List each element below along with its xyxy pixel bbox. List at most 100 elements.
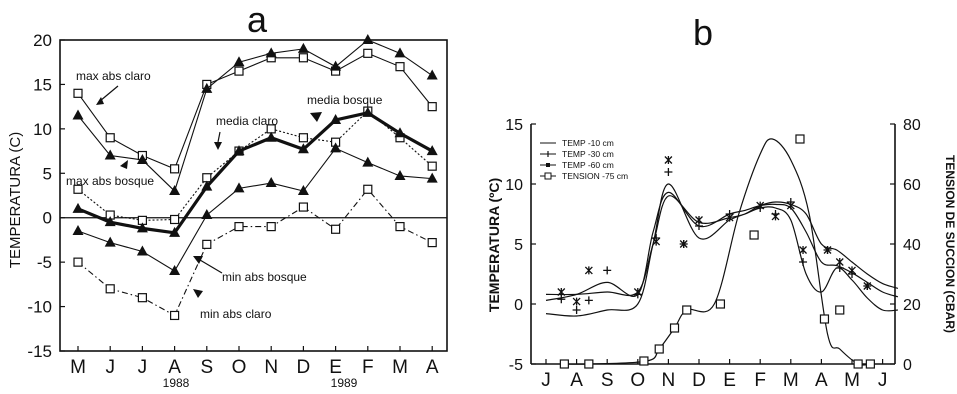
data-point-tension-75-cm [853,359,863,369]
chart-b-y2-tick-label: 60 [903,177,921,194]
arrow-media-claro [217,131,221,143]
chart-b-y-tick-label: 15 [505,117,523,134]
data-point-media-bosque [169,226,181,237]
arrow-head-media-claro [214,142,222,150]
data-point-min-abs-claro [363,184,373,194]
chart-b-x-tick-label: A [570,370,583,391]
chart-b-y2-tick-label: 0 [903,357,912,374]
chart-b-y2-tick-label: 80 [903,117,921,134]
data-point-media-claro [298,133,308,143]
chart-b-x-tick-label: A [815,370,828,391]
data-point-temp-60-cm [771,212,780,221]
chart-a-y-tick-label: -15 [27,342,52,361]
data-point-min-abs-claro [73,257,83,267]
data-point-min-abs-bosque [169,265,181,276]
chart-a-ticks [60,39,433,352]
chart-a-panel-label: a [247,0,268,40]
data-point-media-bosque [136,222,148,233]
data-point-min-abs-claro [105,284,115,294]
data-point-temp-30-cm [557,295,566,304]
chart-b-y-tick-label: 5 [514,237,523,254]
chart-a-x-tick-label: J [138,357,148,378]
annotation-max-abs-claro: max abs claro [76,69,151,83]
data-point-min-abs-bosque [201,209,213,220]
data-point-media-bosque [426,145,438,156]
chart-a-y-tick-labels: 20 15 10 5 0 -5 -10 -15 [27,31,52,361]
legend-marker-tension-75-cm [544,172,552,180]
chart-b-y2-tick-label: 40 [903,237,921,254]
data-point-max-abs-claro [298,53,308,63]
arrow-head-max-abs-claro [96,97,104,105]
data-point-media-bosque [297,143,309,154]
data-point-max-abs-bosque [394,47,406,58]
chart-b-y-axis-label: TEMPERATURA (ºC) [486,178,502,312]
series-line-tension-75-cm [564,138,871,366]
chart-a-y-tick-label: 15 [33,75,52,94]
chart-b-x-tick-label: S [601,370,614,391]
data-point-temp-60-cm [679,240,688,248]
data-point-temp-60-cm [695,216,703,224]
chart-b-y2-axis-label: TENSION DE SUCCION (CBAR) [943,155,957,333]
data-point-tension-75-cm [559,359,569,369]
chart-b-x-tick-label: D [692,370,706,391]
chart-b-series [545,134,899,369]
data-point-temp-60-cm [835,258,844,266]
chart-a-x-tick-label: D [297,357,311,378]
data-point-max-abs-bosque [72,109,84,120]
data-point-temp-60-cm [652,237,661,246]
legend-label-temp-60-cm: TEMP -60 cm [562,160,614,170]
arrow-head-max-abs-bosque [120,160,128,169]
data-point-temp-60-cm [786,201,795,210]
chart-b-panel-label: b [693,12,713,53]
data-point-media-claro [73,184,83,194]
chart-a-y-axis-label: TEMPERATURA (C) [7,132,24,268]
data-point-min-abs-bosque [104,236,116,247]
chart-a-x-tick-label: M [392,357,408,378]
data-point-min-abs-claro [137,293,147,303]
data-point-tension-75-cm [749,230,759,240]
data-point-min-abs-bosque [297,185,309,196]
data-point-max-abs-bosque [233,56,245,67]
data-point-min-abs-claro [202,239,212,249]
chart-a-y-tick-label: -5 [37,253,52,272]
chart-b-x-tick-label: M [783,370,799,391]
data-point-min-abs-claro [266,222,276,232]
annotation-max-abs-bosque: max abs bosque [66,174,154,188]
data-point-min-abs-bosque [362,156,374,167]
data-point-temp-60-cm [633,288,642,296]
data-point-tension-75-cm [819,314,830,324]
chart-b-x-tick-label: E [723,370,736,391]
data-point-temp-60-cm [572,297,581,306]
data-point-media-bosque [265,131,277,142]
series-line-temp-30-cm [545,191,899,301]
chart-b: b TEMPERATURA (ºC) TENSION DE SUCCION (C… [486,12,957,391]
data-point-tension-75-cm [654,344,664,354]
chart-a-y-tick-label: 0 [43,209,52,228]
data-point-temp-30-cm [572,306,581,314]
markers-tension-75-cm [559,134,875,369]
arrow-max-abs-claro [99,85,119,102]
data-point-temp-60-cm [863,282,872,290]
data-point-max-abs-bosque [426,69,438,80]
data-point-tension-75-cm [715,299,726,309]
data-point-media-bosque [72,202,84,213]
data-point-max-abs-claro [170,164,180,174]
data-point-min-abs-bosque [426,172,438,183]
data-point-media-bosque [330,113,342,124]
chart-a-x-tick-label: F [362,357,374,378]
chart-a-x-tick-label: E [329,357,342,378]
chart-b-x-tick-label: F [754,370,766,391]
data-point-tension-75-cm [795,134,805,144]
data-point-temp-60-cm [823,246,832,254]
data-point-temp-60-cm [799,246,807,254]
data-point-max-abs-bosque [201,82,213,93]
series-line-max-abs-bosque [77,39,433,193]
data-point-temp-30-cm [603,266,612,275]
data-point-min-abs-claro [331,224,341,234]
data-point-min-abs-claro [298,202,308,212]
data-point-media-bosque [233,145,245,156]
data-point-max-abs-bosque [265,47,277,58]
chart-a-y-tick-label: 5 [43,164,52,183]
